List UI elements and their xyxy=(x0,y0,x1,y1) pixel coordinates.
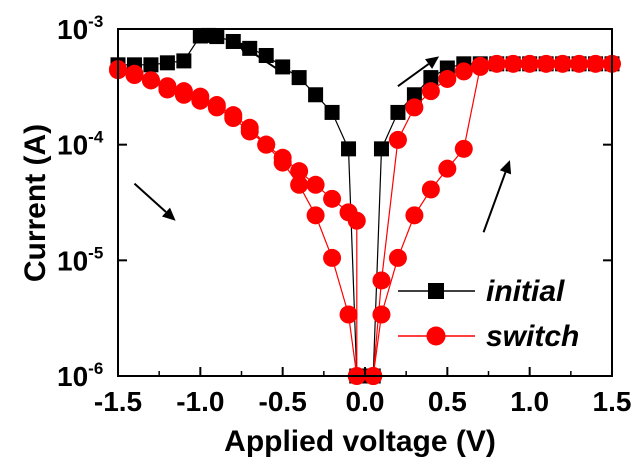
data-point-0-2 xyxy=(143,57,159,73)
data-point-1-17 xyxy=(339,305,358,324)
x-tick-label: -1.5 xyxy=(94,386,142,417)
legend: initial switch xyxy=(398,275,579,353)
data-point-3-2 xyxy=(388,130,407,149)
data-point-2-8 xyxy=(487,54,506,73)
series-line-3 xyxy=(372,65,481,377)
data-point-1-28 xyxy=(158,77,177,96)
x-tick-label: 1.0 xyxy=(510,386,549,417)
arrow-head-3 xyxy=(499,160,512,175)
data-point-0-12 xyxy=(291,70,307,86)
data-point-0-4 xyxy=(176,53,192,69)
data-point-0-21 xyxy=(390,104,406,120)
data-point-1-15 xyxy=(347,211,366,230)
data-point-2-12 xyxy=(553,54,572,73)
arrow-head-0 xyxy=(236,42,251,55)
data-point-1-26 xyxy=(191,87,210,106)
data-point-1-19 xyxy=(306,206,325,225)
data-point-1-25 xyxy=(207,96,226,115)
data-point-1-29 xyxy=(141,71,160,90)
x-tick-label: 1.5 xyxy=(593,386,632,417)
data-point-3-1 xyxy=(372,271,391,290)
data-point-0-3 xyxy=(159,55,175,71)
arrow-3 xyxy=(482,171,507,233)
data-point-2-11 xyxy=(537,54,556,73)
data-point-1-23 xyxy=(240,118,259,137)
axes-layer: -1.5 -1.0 -0.5 0.0 0.5 1.0 1.5 10-3 10-4 10-5 10-6 xyxy=(57,12,631,417)
data-point-0-7 xyxy=(209,29,225,45)
data-point-3-5 xyxy=(438,69,457,88)
x-tick-label: -1.0 xyxy=(176,386,224,417)
data-point-1-30 xyxy=(125,66,144,85)
data-point-2-6 xyxy=(454,139,473,158)
data-point-0-14 xyxy=(324,104,340,120)
data-point-2-3 xyxy=(405,206,424,225)
data-point-1-11 xyxy=(290,162,309,181)
legend-initial-marker xyxy=(428,283,444,299)
data-point-0-8 xyxy=(225,33,241,49)
x-tick-label: 0.0 xyxy=(346,386,385,417)
data-point-1-24 xyxy=(224,106,243,125)
data-point-0-13 xyxy=(308,87,324,103)
x-tick-label: 0.5 xyxy=(428,386,467,417)
arrow-head-2 xyxy=(161,207,176,221)
data-point-3-4 xyxy=(421,82,440,101)
data-point-1-18 xyxy=(323,248,342,267)
data-point-0-22 xyxy=(406,87,422,103)
legend-switch-label: switch xyxy=(486,320,579,353)
data-point-2-10 xyxy=(520,54,539,73)
arrow-1 xyxy=(397,63,430,88)
arrow-2 xyxy=(133,182,167,213)
y-tick-label: 10-5 xyxy=(57,243,103,276)
data-point-2-9 xyxy=(504,54,523,73)
legend-initial-label: initial xyxy=(486,275,565,308)
data-point-0-20 xyxy=(373,141,389,157)
data-point-2-1 xyxy=(372,305,391,324)
y-tick-label: 10-6 xyxy=(57,359,103,392)
data-point-2-14 xyxy=(586,54,605,73)
data-point-3-3 xyxy=(405,98,424,117)
data-point-1-22 xyxy=(257,135,276,154)
y-axis-title: Current (A) xyxy=(19,124,52,282)
data-point-3-7 xyxy=(471,56,490,75)
data-point-0-15 xyxy=(341,141,357,157)
data-point-1-21 xyxy=(273,153,292,172)
data-point-1-12 xyxy=(306,175,325,194)
data-point-1-13 xyxy=(323,189,342,208)
y-tick-label: 10-3 xyxy=(57,12,103,45)
data-point-2-5 xyxy=(438,159,457,178)
arrow-head-1 xyxy=(425,56,440,69)
data-layer xyxy=(109,27,621,385)
data-point-2-2 xyxy=(388,248,407,267)
y-tick-label: 10-4 xyxy=(57,128,104,161)
data-point-3-6 xyxy=(454,62,473,81)
data-point-2-4 xyxy=(421,180,440,199)
data-point-1-20 xyxy=(290,175,309,194)
arrow-0 xyxy=(246,48,284,74)
x-tick-label: -0.5 xyxy=(259,386,307,417)
legend-switch-marker xyxy=(426,326,446,346)
data-point-1-27 xyxy=(174,82,193,101)
x-axis-title: Applied voltage (V) xyxy=(224,425,496,458)
data-point-0-23 xyxy=(423,70,439,86)
data-point-2-13 xyxy=(570,54,589,73)
